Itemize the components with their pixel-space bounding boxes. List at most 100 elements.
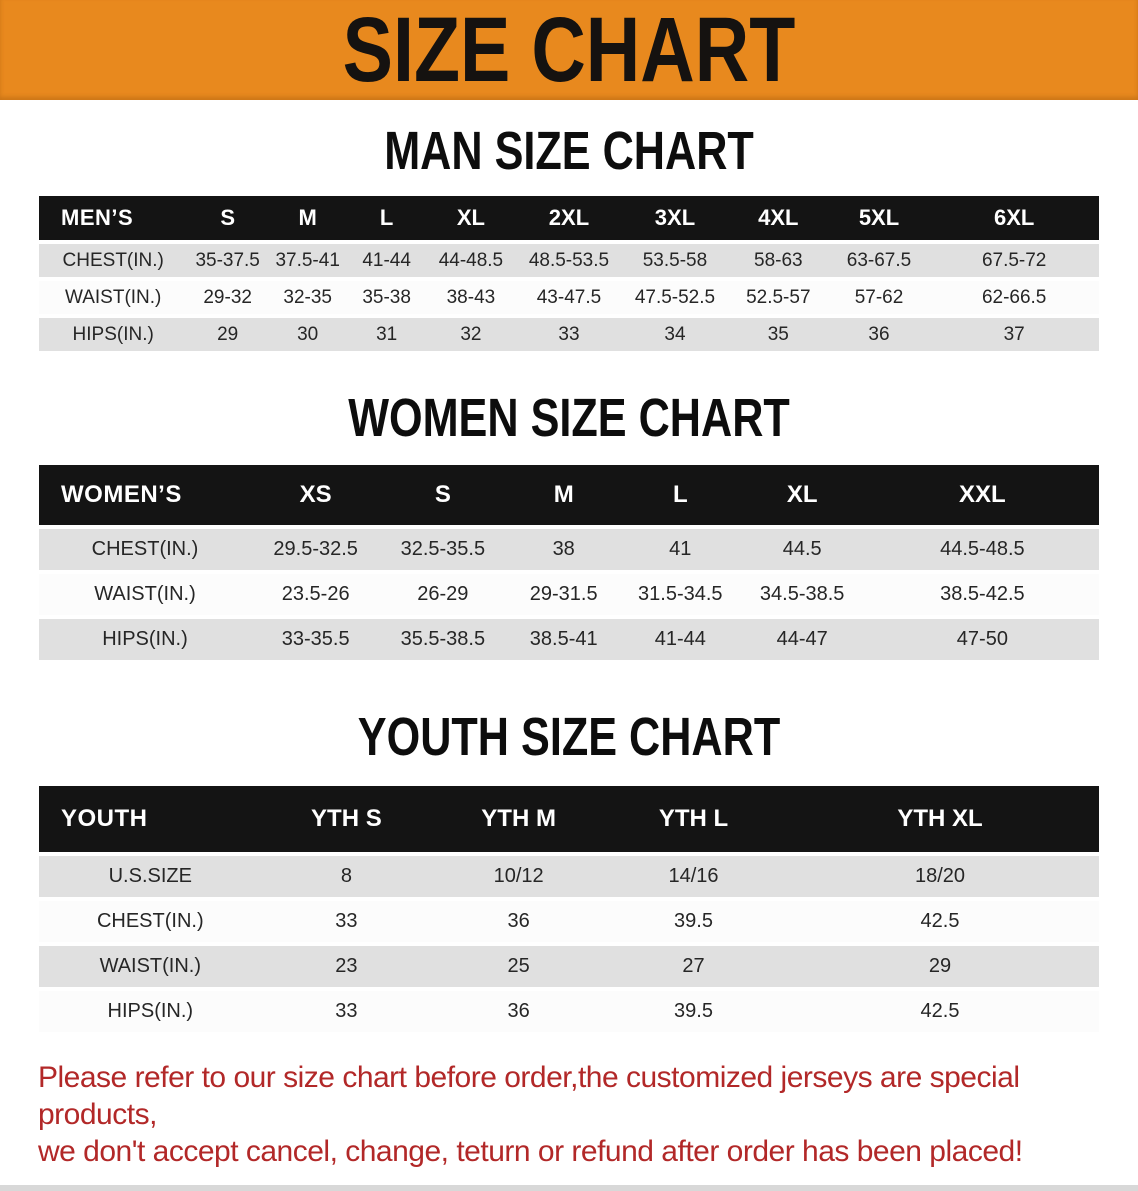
youth-heading-text: YOUTH SIZE CHART bbox=[357, 707, 781, 767]
size-value-cell: 10/12 bbox=[431, 856, 607, 901]
size-value-cell: 35-37.5 bbox=[187, 244, 268, 281]
size-value-cell: 47.5-52.5 bbox=[621, 281, 728, 318]
size-value-cell: 62-66.5 bbox=[929, 281, 1099, 318]
size-value-cell: 38.5-42.5 bbox=[865, 574, 1099, 619]
size-value-cell: 53.5-58 bbox=[621, 244, 728, 281]
size-header-cell: M bbox=[267, 196, 348, 244]
size-value-cell: 34.5-38.5 bbox=[738, 574, 866, 619]
size-value-cell: 38 bbox=[505, 529, 622, 574]
size-value-cell: 67.5-72 bbox=[929, 244, 1099, 281]
men-waist-row: WAIST(IN.) 29-32 32-35 35-38 38-43 43-47… bbox=[39, 281, 1099, 318]
youth-chest-row: CHEST(IN.) 33 36 39.5 42.5 bbox=[39, 901, 1099, 946]
men-heading-text: MAN SIZE CHART bbox=[384, 121, 754, 181]
size-value-cell: 29-31.5 bbox=[505, 574, 622, 619]
size-value-cell: 41 bbox=[621, 529, 739, 574]
size-value-cell: 8 bbox=[261, 856, 432, 901]
row-label-cell: U.S.SIZE bbox=[39, 856, 262, 901]
size-header-cell: M bbox=[505, 465, 622, 529]
size-value-cell: 43-47.5 bbox=[515, 281, 622, 318]
youth-header-row: YOUTH YTH S YTH M YTH L YTH XL bbox=[39, 786, 1099, 856]
size-value-cell: 57-62 bbox=[828, 281, 930, 318]
size-value-cell: 47-50 bbox=[865, 619, 1099, 664]
women-hips-row: HIPS(IN.) 33-35.5 35.5-38.5 38.5-41 41-4… bbox=[39, 619, 1099, 664]
size-value-cell: 26-29 bbox=[380, 574, 506, 619]
size-value-cell: 23.5-26 bbox=[251, 574, 381, 619]
size-value-cell: 38.5-41 bbox=[505, 619, 622, 664]
size-value-cell: 36 bbox=[431, 991, 607, 1036]
size-header-cell: YTH S bbox=[261, 786, 432, 856]
youth-section-heading: YOUTH SIZE CHART bbox=[0, 710, 1138, 764]
size-header-cell: XS bbox=[251, 465, 381, 529]
row-label-cell: WAIST(IN.) bbox=[39, 281, 188, 318]
size-value-cell: 29-32 bbox=[187, 281, 268, 318]
size-value-cell: 44-48.5 bbox=[425, 244, 516, 281]
size-header-cell: XL bbox=[738, 465, 866, 529]
disclaimer: Please refer to our size chart before or… bbox=[38, 1060, 1118, 1171]
size-value-cell: 36 bbox=[431, 901, 607, 946]
size-value-cell: 31 bbox=[347, 318, 426, 355]
size-value-cell: 36 bbox=[828, 318, 930, 355]
women-table-title: WOMEN’S bbox=[39, 465, 251, 529]
size-value-cell: 30 bbox=[267, 318, 348, 355]
size-value-cell: 29 bbox=[780, 946, 1099, 991]
size-value-cell: 58-63 bbox=[727, 244, 829, 281]
bottom-divider-strip bbox=[0, 1184, 1138, 1191]
size-value-cell: 44.5-48.5 bbox=[865, 529, 1099, 574]
men-hips-row: HIPS(IN.) 29 30 31 32 33 34 35 36 37 bbox=[39, 318, 1099, 355]
size-header-cell: XXL bbox=[865, 465, 1099, 529]
size-value-cell: 42.5 bbox=[780, 991, 1099, 1036]
size-header-cell: 4XL bbox=[727, 196, 829, 244]
size-value-cell: 41-44 bbox=[347, 244, 426, 281]
size-value-cell: 39.5 bbox=[606, 991, 781, 1036]
row-label-cell: HIPS(IN.) bbox=[39, 619, 251, 664]
size-value-cell: 27 bbox=[606, 946, 781, 991]
size-header-cell: YTH M bbox=[431, 786, 607, 856]
size-header-cell: 2XL bbox=[515, 196, 622, 244]
size-value-cell: 31.5-34.5 bbox=[621, 574, 739, 619]
size-header-cell: S bbox=[187, 196, 268, 244]
size-header-cell: YTH L bbox=[606, 786, 781, 856]
size-value-cell: 35 bbox=[727, 318, 829, 355]
women-size-table: WOMEN’S XS S M L XL XXL CHEST(IN.) 29.5-… bbox=[39, 465, 1099, 664]
size-value-cell: 63-67.5 bbox=[828, 244, 930, 281]
size-value-cell: 39.5 bbox=[606, 901, 781, 946]
size-chart-banner: SIZE CHART bbox=[0, 0, 1138, 100]
banner-title: SIZE CHART bbox=[342, 0, 796, 101]
size-value-cell: 37.5-41 bbox=[267, 244, 348, 281]
size-value-cell: 14/16 bbox=[606, 856, 781, 901]
youth-hips-row: HIPS(IN.) 33 36 39.5 42.5 bbox=[39, 991, 1099, 1036]
size-value-cell: 34 bbox=[621, 318, 728, 355]
size-value-cell: 52.5-57 bbox=[727, 281, 829, 318]
size-value-cell: 18/20 bbox=[780, 856, 1099, 901]
size-value-cell: 32.5-35.5 bbox=[380, 529, 506, 574]
disclaimer-line-1: Please refer to our size chart before or… bbox=[38, 1061, 1020, 1131]
size-value-cell: 29 bbox=[187, 318, 268, 355]
size-header-cell: YTH XL bbox=[780, 786, 1099, 856]
size-value-cell: 41-44 bbox=[621, 619, 739, 664]
size-header-cell: 5XL bbox=[828, 196, 930, 244]
youth-ussize-row: U.S.SIZE 8 10/12 14/16 18/20 bbox=[39, 856, 1099, 901]
youth-table-title: YOUTH bbox=[39, 786, 262, 856]
size-header-cell: L bbox=[347, 196, 426, 244]
men-table-title: MEN’S bbox=[39, 196, 188, 244]
row-label-cell: CHEST(IN.) bbox=[39, 244, 188, 281]
men-header-row: MEN’S S M L XL 2XL 3XL 4XL 5XL 6XL bbox=[39, 196, 1099, 244]
row-label-cell: CHEST(IN.) bbox=[39, 529, 251, 574]
women-section-heading: WOMEN SIZE CHART bbox=[0, 391, 1138, 445]
women-waist-row: WAIST(IN.) 23.5-26 26-29 29-31.5 31.5-34… bbox=[39, 574, 1099, 619]
row-label-cell: WAIST(IN.) bbox=[39, 574, 251, 619]
women-heading-text: WOMEN SIZE CHART bbox=[348, 388, 790, 448]
size-value-cell: 33 bbox=[261, 901, 432, 946]
row-label-cell: HIPS(IN.) bbox=[39, 318, 188, 355]
row-label-cell: CHEST(IN.) bbox=[39, 901, 262, 946]
size-header-cell: 6XL bbox=[929, 196, 1099, 244]
size-value-cell: 33-35.5 bbox=[251, 619, 381, 664]
size-value-cell: 32-35 bbox=[267, 281, 348, 318]
size-value-cell: 25 bbox=[431, 946, 607, 991]
size-value-cell: 42.5 bbox=[780, 901, 1099, 946]
size-value-cell: 44.5 bbox=[738, 529, 866, 574]
size-header-cell: L bbox=[621, 465, 739, 529]
size-value-cell: 35-38 bbox=[347, 281, 426, 318]
size-value-cell: 38-43 bbox=[425, 281, 516, 318]
row-label-cell: HIPS(IN.) bbox=[39, 991, 262, 1036]
